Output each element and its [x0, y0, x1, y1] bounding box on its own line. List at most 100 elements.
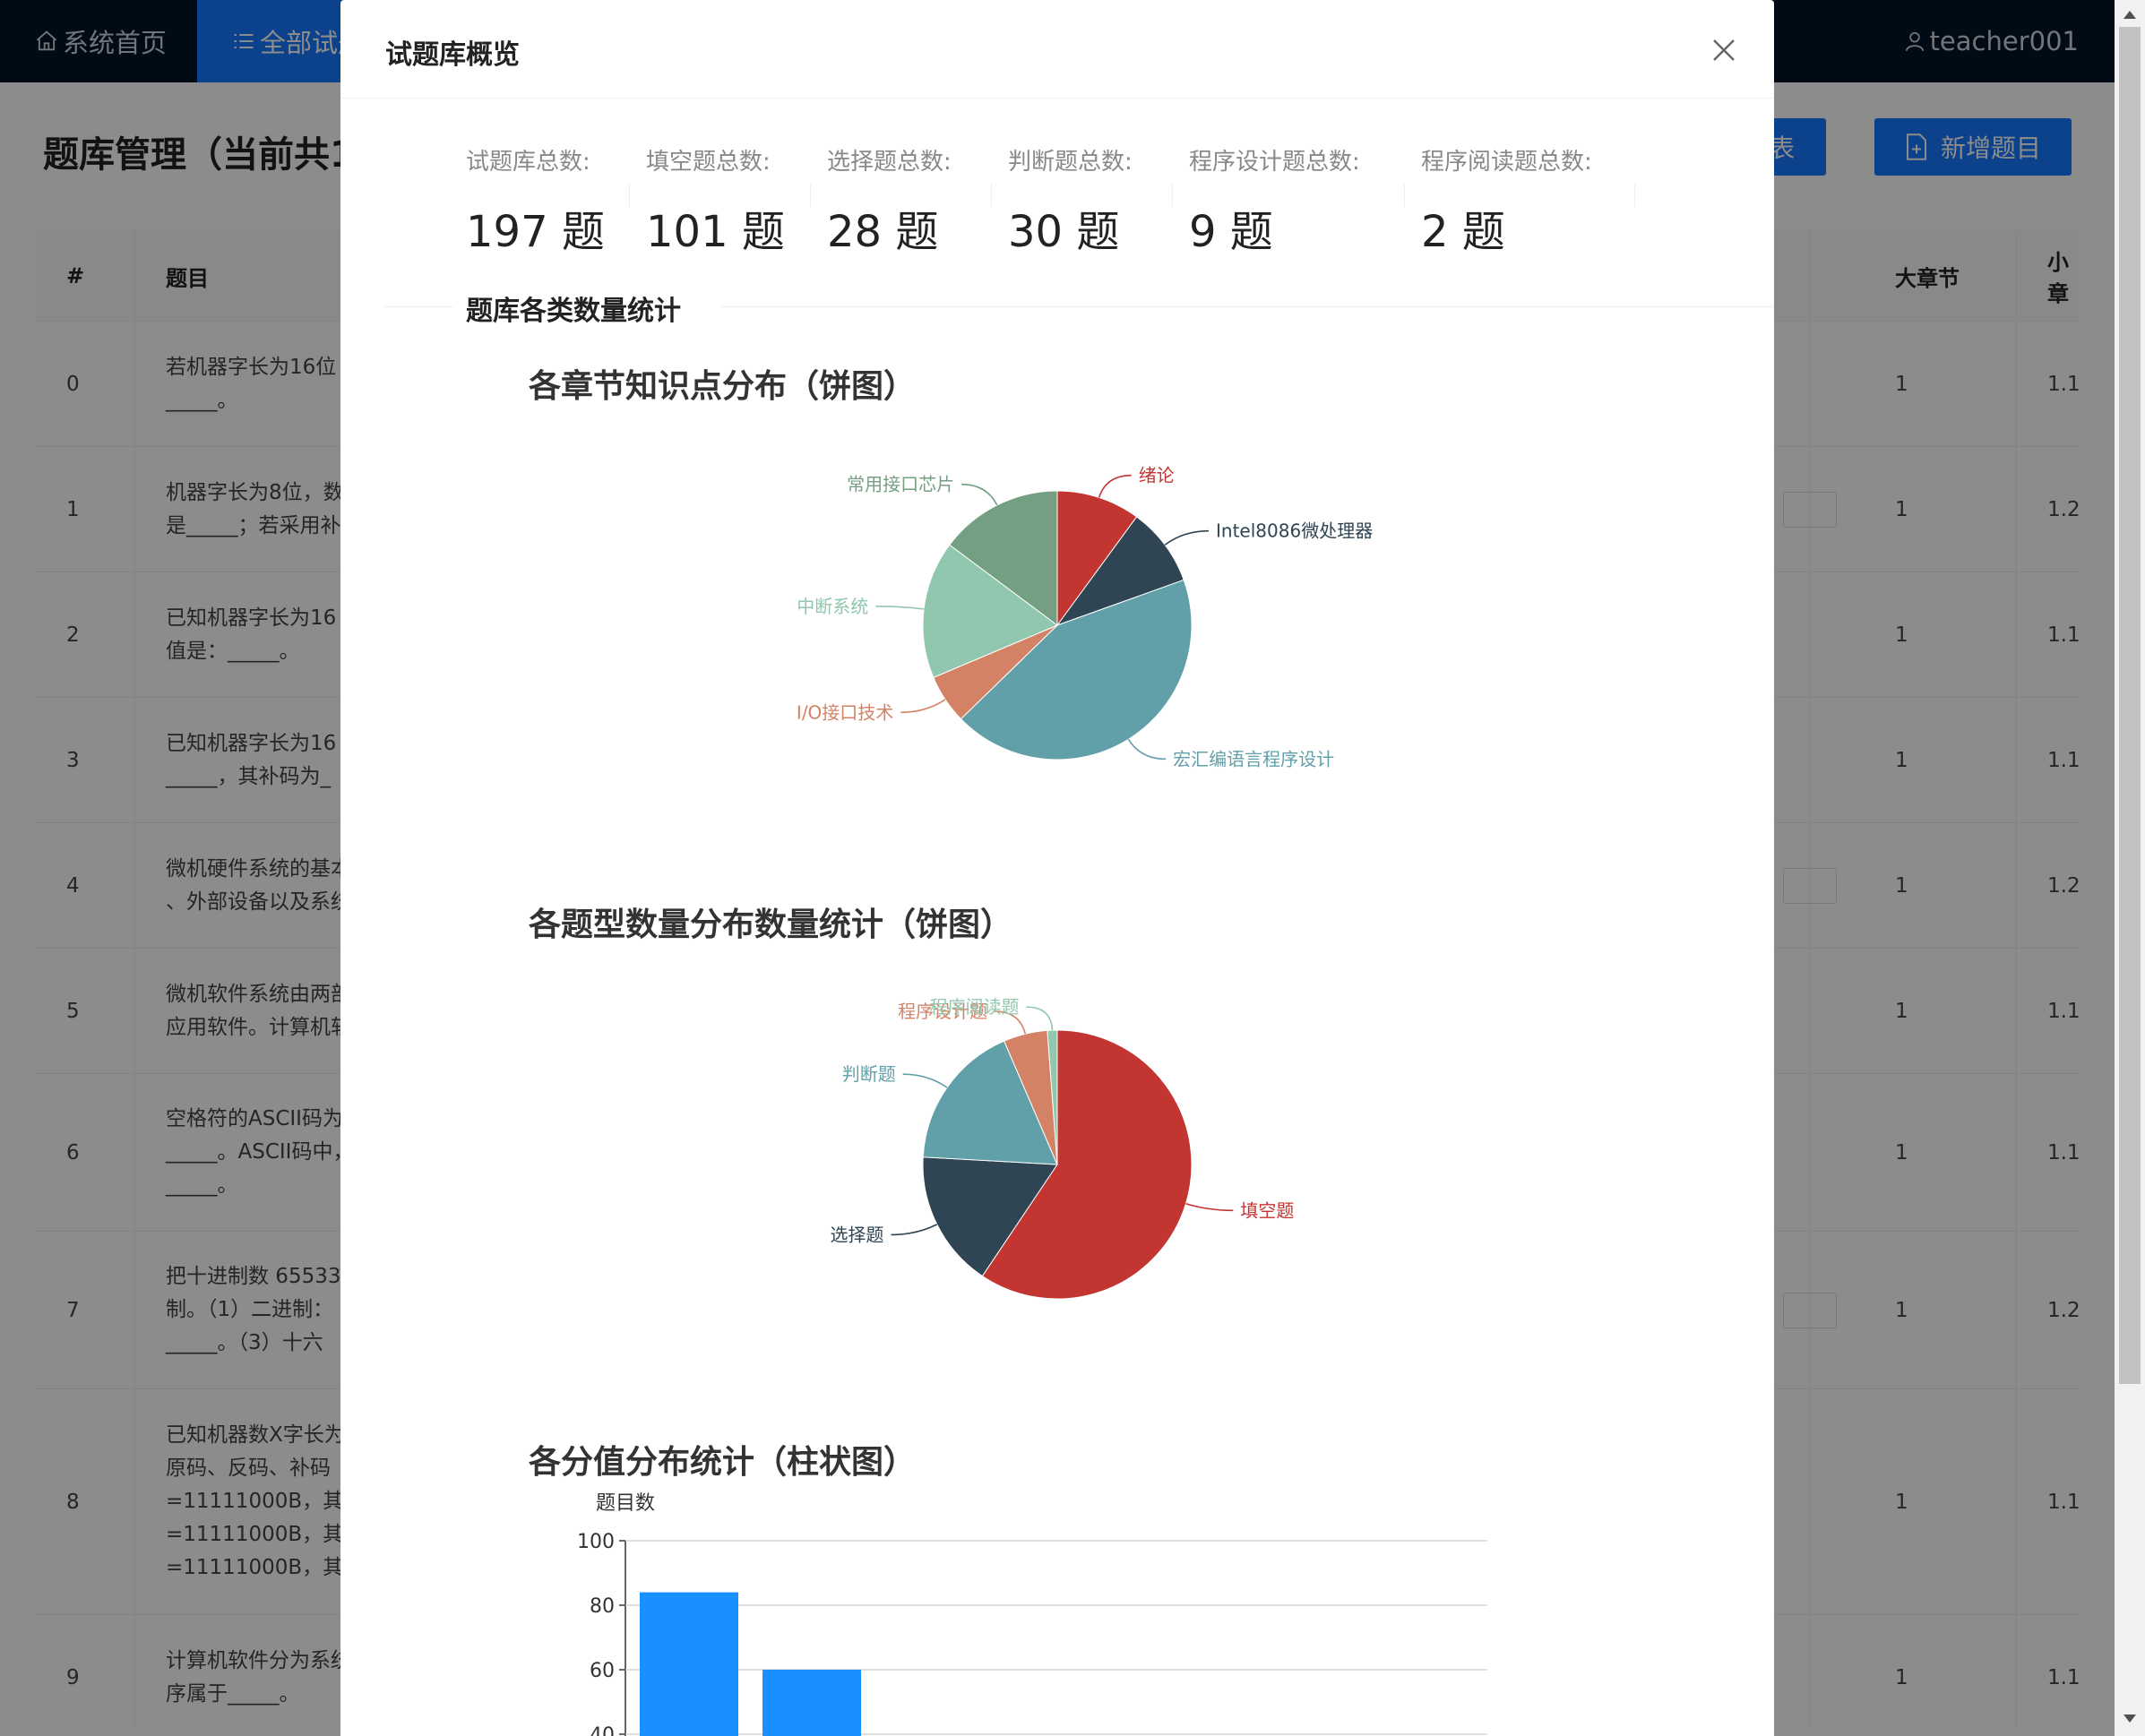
pie-slice-label: 程序阅读题	[929, 996, 1019, 1018]
stat-divider	[810, 184, 811, 207]
list-icon	[234, 33, 254, 49]
scrollbar-thumb[interactable]	[2119, 27, 2141, 1384]
table-row[interactable]: 9 计算机软件分为系统 序属于_____。 1 1.1	[36, 1615, 2080, 1736]
pie-slice[interactable]	[981, 1029, 1193, 1300]
scroll-down-arrow[interactable]	[2123, 1715, 2136, 1723]
row-section: 1.1	[2047, 999, 2080, 1023]
table-row[interactable]: 8 已知机器数X字长为 原码、反码、补码 =11111000B，其真 =11111…	[36, 1389, 2080, 1615]
pie-slice-label: 程序设计题	[898, 1001, 987, 1022]
pie-label-line	[1185, 1202, 1234, 1212]
scroll-up-arrow[interactable]	[2123, 11, 2136, 19]
nav-user-menu[interactable]: teacher001	[1903, 0, 2079, 82]
row-section: 1.1	[2047, 372, 2080, 396]
stat-program-read: 程序阅读题总数: 2 题	[1421, 143, 1592, 259]
row-section: 1.1	[2047, 1490, 2080, 1514]
pie-label-line	[875, 605, 925, 610]
row-question-text: 已知机器数X字长为 原码、反码、补码 =11111000B，其真 =111110…	[166, 1423, 365, 1579]
pie-slice-label: 宏汇编语言程序设计	[1173, 748, 1334, 769]
pie-slice[interactable]	[922, 544, 1058, 679]
row-section: 1.2	[2047, 497, 2080, 521]
pie-slice-label: 判断题	[842, 1063, 896, 1085]
type-pie-title: 各题型数量分布数量统计（饼图）	[529, 907, 1013, 943]
bar[interactable]	[762, 1670, 861, 1736]
stat-label: 选择题总数:	[827, 149, 952, 176]
stat-value: 197 题	[466, 207, 605, 257]
add-question-button[interactable]: 新增题目	[1874, 118, 2072, 176]
table-row[interactable]: 7 把十进制数 65533 制。（1）二进制： _____。（3）十六 1 1.2	[36, 1232, 2080, 1389]
pie-slice[interactable]	[949, 490, 1058, 626]
pie-slice[interactable]	[960, 579, 1193, 761]
table-row[interactable]: 6 空格符的ASCII码为 _____。ASCII码中， _____。 1 1.1	[36, 1074, 2080, 1232]
row-chapter: 1	[1895, 623, 1908, 647]
row-index: 1	[66, 497, 80, 521]
row-question-text: 微机软件系统由两部 应用软件。计算机软	[166, 982, 351, 1039]
row-index: 4	[66, 873, 80, 898]
overview-modal: 试题库概览 试题库总数: 197 题 填空题总数: 101 题 选择题总数: 2…	[340, 0, 1774, 1736]
stat-value: 9 题	[1189, 207, 1273, 257]
pie-slice[interactable]	[922, 1040, 1058, 1165]
row-index: 0	[66, 372, 80, 396]
y-tick-label: 80	[590, 1595, 615, 1618]
row-index: 3	[66, 748, 80, 772]
pie-label-line	[1127, 738, 1167, 761]
user-icon	[1905, 31, 1924, 52]
nav-home-label: 系统首页	[63, 28, 168, 58]
col-section: 小章	[2047, 250, 2069, 306]
pie-label-line	[995, 1010, 1027, 1035]
stat-label: 判断题总数:	[1008, 149, 1133, 176]
pie-label-line	[961, 483, 998, 506]
row-section: 1.2	[2047, 1298, 2080, 1322]
pie-label-line	[902, 1073, 948, 1088]
col-index: #	[66, 263, 85, 288]
row-section: 1.1	[2047, 1665, 2080, 1689]
pie-label-line	[1098, 474, 1132, 498]
column-divider	[2016, 230, 2017, 1727]
y-tick-label: 60	[590, 1660, 615, 1682]
stat-value: 30 题	[1008, 207, 1120, 257]
row-chapter: 1	[1895, 873, 1908, 898]
section-divider-line	[720, 306, 1774, 307]
row-chapter: 1	[1895, 1665, 1908, 1689]
row-question-text: 若机器字长为16位 _____。	[166, 355, 337, 412]
row-section: 1.1	[2047, 1140, 2080, 1164]
stat-choice: 选择题总数: 28 题	[827, 143, 952, 259]
stat-value: 101 题	[646, 207, 785, 257]
pie-slice[interactable]	[1055, 516, 1184, 627]
stat-judge: 判断题总数: 30 题	[1008, 143, 1133, 259]
stat-value: 28 题	[827, 207, 939, 257]
home-icon	[36, 30, 57, 51]
pie-slice-label: 绪论	[1139, 465, 1175, 486]
nav-home[interactable]: 系统首页	[0, 0, 197, 82]
stat-label: 程序阅读题总数:	[1421, 149, 1592, 176]
row-chapter: 1	[1895, 1490, 1908, 1514]
y-axis-label: 题目数	[596, 1492, 655, 1515]
stat-divider	[1634, 184, 1635, 207]
row-chapter: 1	[1895, 372, 1908, 396]
nav-user-label: teacher001	[1929, 26, 2079, 56]
pie-slice[interactable]	[1056, 490, 1138, 627]
y-tick-label: 40	[590, 1724, 615, 1736]
add-question-label: 新增题目	[1940, 133, 2041, 163]
pie-label-line	[900, 699, 946, 714]
score-bar-chart: 题目数 40 60 80 100	[577, 1492, 1487, 1736]
pie-slice-label: I/O接口技术	[797, 701, 893, 723]
close-icon[interactable]	[1711, 38, 1736, 63]
pie-label-line	[891, 1224, 938, 1236]
stat-divider	[1172, 184, 1173, 207]
row-question-text: 已知机器字长为16 值是：_____。	[166, 606, 337, 663]
file-add-icon	[1906, 133, 1926, 160]
row-section: 1.1	[2047, 623, 2080, 647]
pie-label-line	[1026, 1006, 1054, 1031]
stat-label: 试题库总数:	[466, 149, 590, 176]
stat-value: 2 题	[1421, 207, 1505, 257]
y-tick-label: 100	[577, 1531, 615, 1553]
bar[interactable]	[640, 1592, 738, 1736]
row-chapter: 1	[1895, 999, 1908, 1023]
row-question-text: 空格符的ASCII码为 _____。ASCII码中， _____。	[166, 1107, 354, 1197]
row-index: 5	[66, 999, 80, 1023]
pie-label-line	[1164, 529, 1210, 546]
modal-title: 试题库概览	[385, 39, 520, 71]
section-divider-line	[383, 306, 453, 307]
